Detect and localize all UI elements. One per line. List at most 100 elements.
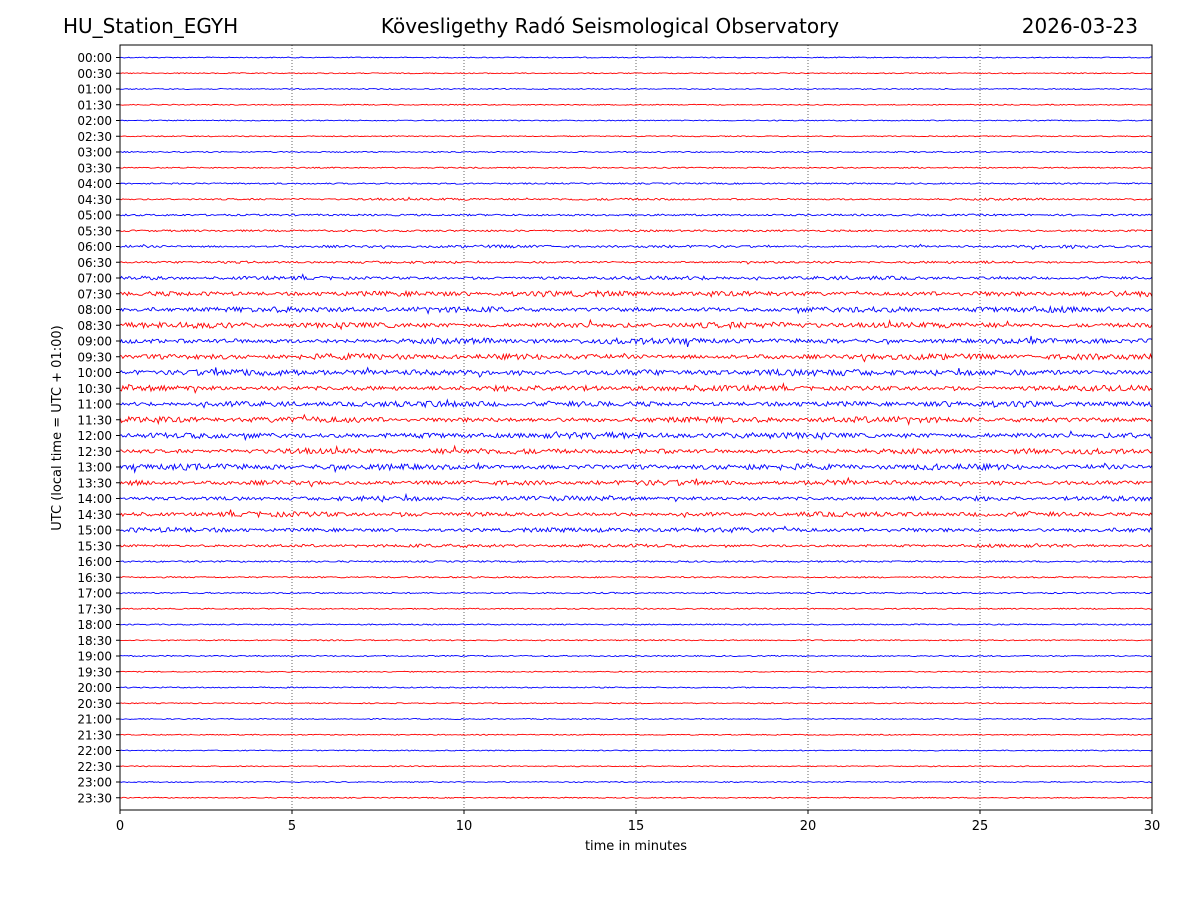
- y-tick-label: 00:00: [77, 51, 112, 65]
- y-tick-label: 06:30: [77, 256, 112, 270]
- trace-0500: [119, 213, 1153, 217]
- trace-0430: [119, 196, 1153, 201]
- station-name: HU_Station_EGYH: [63, 14, 239, 38]
- y-tick-label: 10:30: [77, 382, 112, 396]
- y-tick-label: 01:00: [77, 83, 112, 97]
- y-tick-label: 05:00: [77, 209, 112, 223]
- x-axis-label: time in minutes: [585, 839, 687, 854]
- chart-title: Kövesligethy Radó Seismological Observat…: [380, 14, 840, 38]
- trace-0230: [119, 135, 1153, 138]
- trace-0630: [119, 260, 1153, 265]
- x-tick-label: 25: [972, 819, 989, 834]
- y-tick-label: 07:30: [77, 287, 112, 301]
- trace-1600: [119, 560, 1153, 563]
- trace-1230: [119, 444, 1153, 456]
- y-tick-label: 23:00: [77, 776, 112, 790]
- x-tick-label: 0: [116, 819, 124, 834]
- y-tick-label: 14:30: [77, 508, 112, 522]
- y-tick-label: 06:00: [77, 240, 112, 254]
- trace-0930: [119, 352, 1153, 363]
- y-tick-label: 22:30: [77, 760, 112, 774]
- trace-0330: [119, 166, 1153, 169]
- chart-date: 2026-03-23: [1021, 14, 1138, 38]
- x-tick-label: 20: [800, 819, 817, 834]
- y-tick-label: 19:00: [77, 650, 112, 664]
- y-tick-label: 15:00: [77, 524, 112, 538]
- trace-1830: [119, 639, 1153, 642]
- trace-1330: [119, 476, 1153, 488]
- trace-1200: [119, 430, 1153, 442]
- x-tick-label: 30: [1144, 819, 1161, 834]
- y-tick-label: 08:30: [77, 319, 112, 333]
- y-tick-label: 08:00: [77, 303, 112, 317]
- trace-2130: [119, 733, 1153, 736]
- y-tick-label: 12:30: [77, 445, 112, 459]
- y-tick-label: 04:00: [77, 177, 112, 191]
- trace-0800: [119, 305, 1153, 315]
- y-tick-label: 16:30: [77, 571, 112, 585]
- trace-1000: [119, 366, 1153, 378]
- trace-0400: [119, 182, 1153, 185]
- y-tick-label: 19:30: [77, 665, 112, 679]
- y-tick-label: 11:30: [77, 413, 112, 427]
- trace-2100: [119, 717, 1153, 721]
- trace-1030: [119, 382, 1153, 394]
- trace-1700: [119, 591, 1153, 595]
- trace-1630: [119, 575, 1153, 579]
- y-tick-label: 03:30: [77, 161, 112, 175]
- y-tick-label: 14:00: [77, 492, 112, 506]
- y-tick-label: 11:00: [77, 398, 112, 412]
- trace-1930: [119, 670, 1153, 673]
- trace-2200: [119, 749, 1153, 752]
- grid-lines: [291, 45, 981, 810]
- y-tick-label: 13:30: [77, 476, 112, 490]
- y-tick-label: 10:00: [77, 366, 112, 380]
- y-tick-label: 03:00: [77, 146, 112, 160]
- trace-2000: [119, 686, 1153, 689]
- y-tick-label: 09:30: [77, 350, 112, 364]
- trace-1400: [119, 492, 1153, 503]
- y-tick-label: 20:30: [77, 697, 112, 711]
- trace-2230: [119, 765, 1153, 768]
- seismic-traces: [119, 56, 1153, 799]
- trace-0130: [119, 103, 1153, 106]
- trace-1530: [119, 543, 1153, 549]
- trace-1300: [119, 461, 1153, 474]
- trace-2330: [119, 796, 1153, 799]
- y-tick-label: 21:30: [77, 728, 112, 742]
- trace-1130: [119, 413, 1153, 427]
- y-tick-label: 18:30: [77, 634, 112, 648]
- trace-0300: [119, 150, 1153, 154]
- trace-0900: [119, 335, 1153, 348]
- trace-1430: [119, 509, 1153, 519]
- trace-2030: [119, 702, 1153, 705]
- y-tick-label: 15:30: [77, 539, 112, 553]
- trace-1730: [119, 607, 1153, 610]
- y-tick-label: 13:00: [77, 461, 112, 475]
- y-tick-label: 12:00: [77, 429, 112, 443]
- y-tick-label: 01:30: [77, 98, 112, 112]
- y-tick-label: 22:00: [77, 744, 112, 758]
- trace-1500: [119, 525, 1153, 534]
- y-tick-label: 00:30: [77, 67, 112, 81]
- trace-0030: [119, 72, 1153, 75]
- x-tick-label: 10: [456, 819, 473, 834]
- y-tick-label: 04:30: [77, 193, 112, 207]
- trace-0000: [119, 56, 1153, 59]
- trace-0200: [119, 119, 1153, 122]
- y-tick-label: 17:00: [77, 587, 112, 601]
- y-axis-label: UTC (local time = UTC + 01:00): [50, 325, 65, 530]
- y-tick-label: 21:00: [77, 713, 112, 727]
- trace-0730: [119, 289, 1153, 298]
- trace-0530: [119, 229, 1153, 233]
- y-tick-label: 20:00: [77, 681, 112, 695]
- y-tick-label: 02:00: [77, 114, 112, 128]
- y-tick-label: 05:30: [77, 224, 112, 238]
- trace-0100: [119, 87, 1153, 90]
- y-tick-label: 23:30: [77, 791, 112, 805]
- x-axis-ticks: 0 5 10 15 20 25 30: [116, 810, 1160, 834]
- y-tick-label: 16:00: [77, 555, 112, 569]
- y-tick-label: 07:00: [77, 272, 112, 286]
